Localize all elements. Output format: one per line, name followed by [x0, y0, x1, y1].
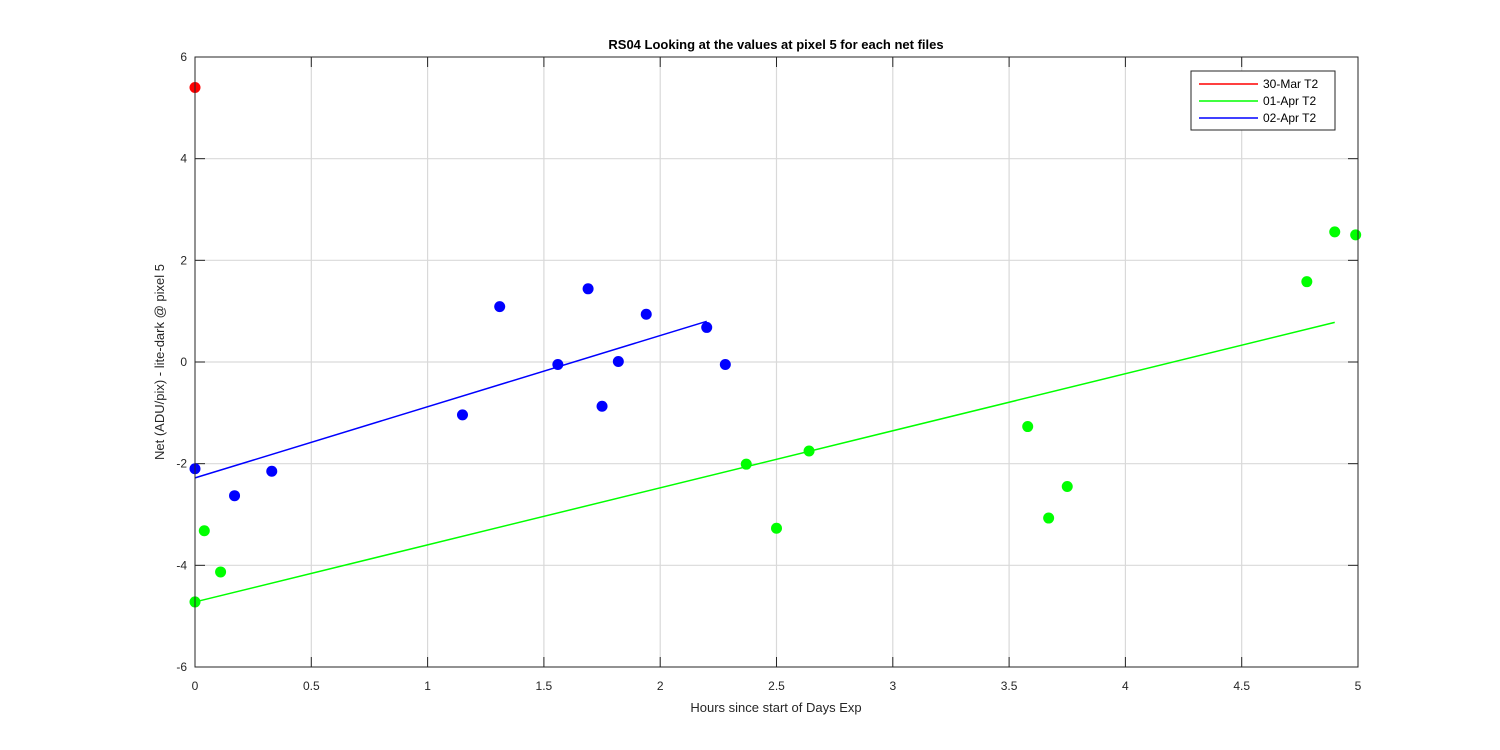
y-tick-label: 0 [180, 355, 187, 369]
data-point [771, 522, 782, 534]
data-point [612, 355, 624, 367]
x-tick-label: 5 [1355, 679, 1362, 693]
data-point [552, 359, 564, 371]
data-point [1043, 512, 1055, 524]
y-tick-label: -6 [176, 660, 187, 674]
y-tick-label: 2 [180, 253, 187, 267]
data-point [740, 458, 752, 470]
x-tick-label: 2.5 [768, 679, 785, 693]
data-point [215, 566, 227, 578]
data-point [640, 308, 652, 320]
legend-entry: 30-Mar T2 [1199, 77, 1318, 91]
data-point [266, 465, 278, 477]
x-tick-label: 0 [192, 679, 199, 693]
data-point [198, 525, 210, 537]
x-tick-label: 4 [1122, 679, 1129, 693]
x-tick-label: 2 [657, 679, 664, 693]
legend-entry: 01-Apr T2 [1199, 94, 1316, 108]
legend-label-01-apr: 01-Apr T2 [1263, 94, 1316, 108]
legend-label-30-mar: 30-Mar T2 [1263, 77, 1318, 91]
x-axis-label: Hours since start of Days Exp [690, 700, 861, 715]
x-tick-label: 4.5 [1233, 679, 1250, 693]
data-point [229, 490, 241, 502]
chart-title: RS04 Looking at the values at pixel 5 fo… [608, 37, 943, 52]
fit-line [194, 320, 707, 479]
tick-marks [194, 56, 1359, 668]
y-tick-label: 6 [180, 50, 187, 64]
data-point [582, 283, 594, 295]
legend-label-02-apr: 02-Apr T2 [1263, 111, 1316, 125]
data-point [1061, 481, 1073, 493]
x-tick-label: 1.5 [536, 679, 553, 693]
axes-box [194, 56, 1359, 668]
plot-area: 0 0.5 1 1.5 2 2.5 3 3.5 4 4.5 5 -6 -4 -2 0 2 4 6 [176, 50, 1361, 693]
data-point [803, 445, 815, 457]
x-tick-labels: 0 0.5 1 1.5 2 2.5 3 3.5 4 4.5 5 [192, 679, 1362, 693]
y-tick-label: 4 [180, 152, 187, 166]
data-point [494, 301, 506, 313]
legend-entry: 02-Apr T2 [1199, 111, 1316, 125]
data-point [719, 359, 731, 371]
data-point [701, 321, 713, 333]
data-point [1350, 229, 1362, 241]
data-point [596, 400, 608, 412]
data-point [456, 409, 468, 421]
legend: 30-Mar T2 01-Apr T2 02-Apr T2 [1190, 70, 1336, 131]
y-tick-label: -4 [176, 558, 187, 572]
fit-line [194, 321, 1335, 603]
y-axis-label: Net (ADU/pix) - lite-dark @ pixel 5 [152, 264, 167, 460]
data-point [1301, 276, 1313, 288]
data-point [1022, 421, 1034, 433]
x-tick-label: 3.5 [1001, 679, 1018, 693]
x-tick-label: 0.5 [303, 679, 320, 693]
grid-lines [195, 57, 1358, 667]
data-point [1329, 226, 1341, 238]
fit-lines [194, 320, 1335, 603]
x-tick-label: 3 [889, 679, 896, 693]
y-tick-label: -2 [176, 457, 187, 471]
x-tick-label: 1 [424, 679, 431, 693]
data-points [189, 82, 1362, 608]
y-tick-labels: -6 -4 -2 0 2 4 6 [176, 50, 187, 674]
